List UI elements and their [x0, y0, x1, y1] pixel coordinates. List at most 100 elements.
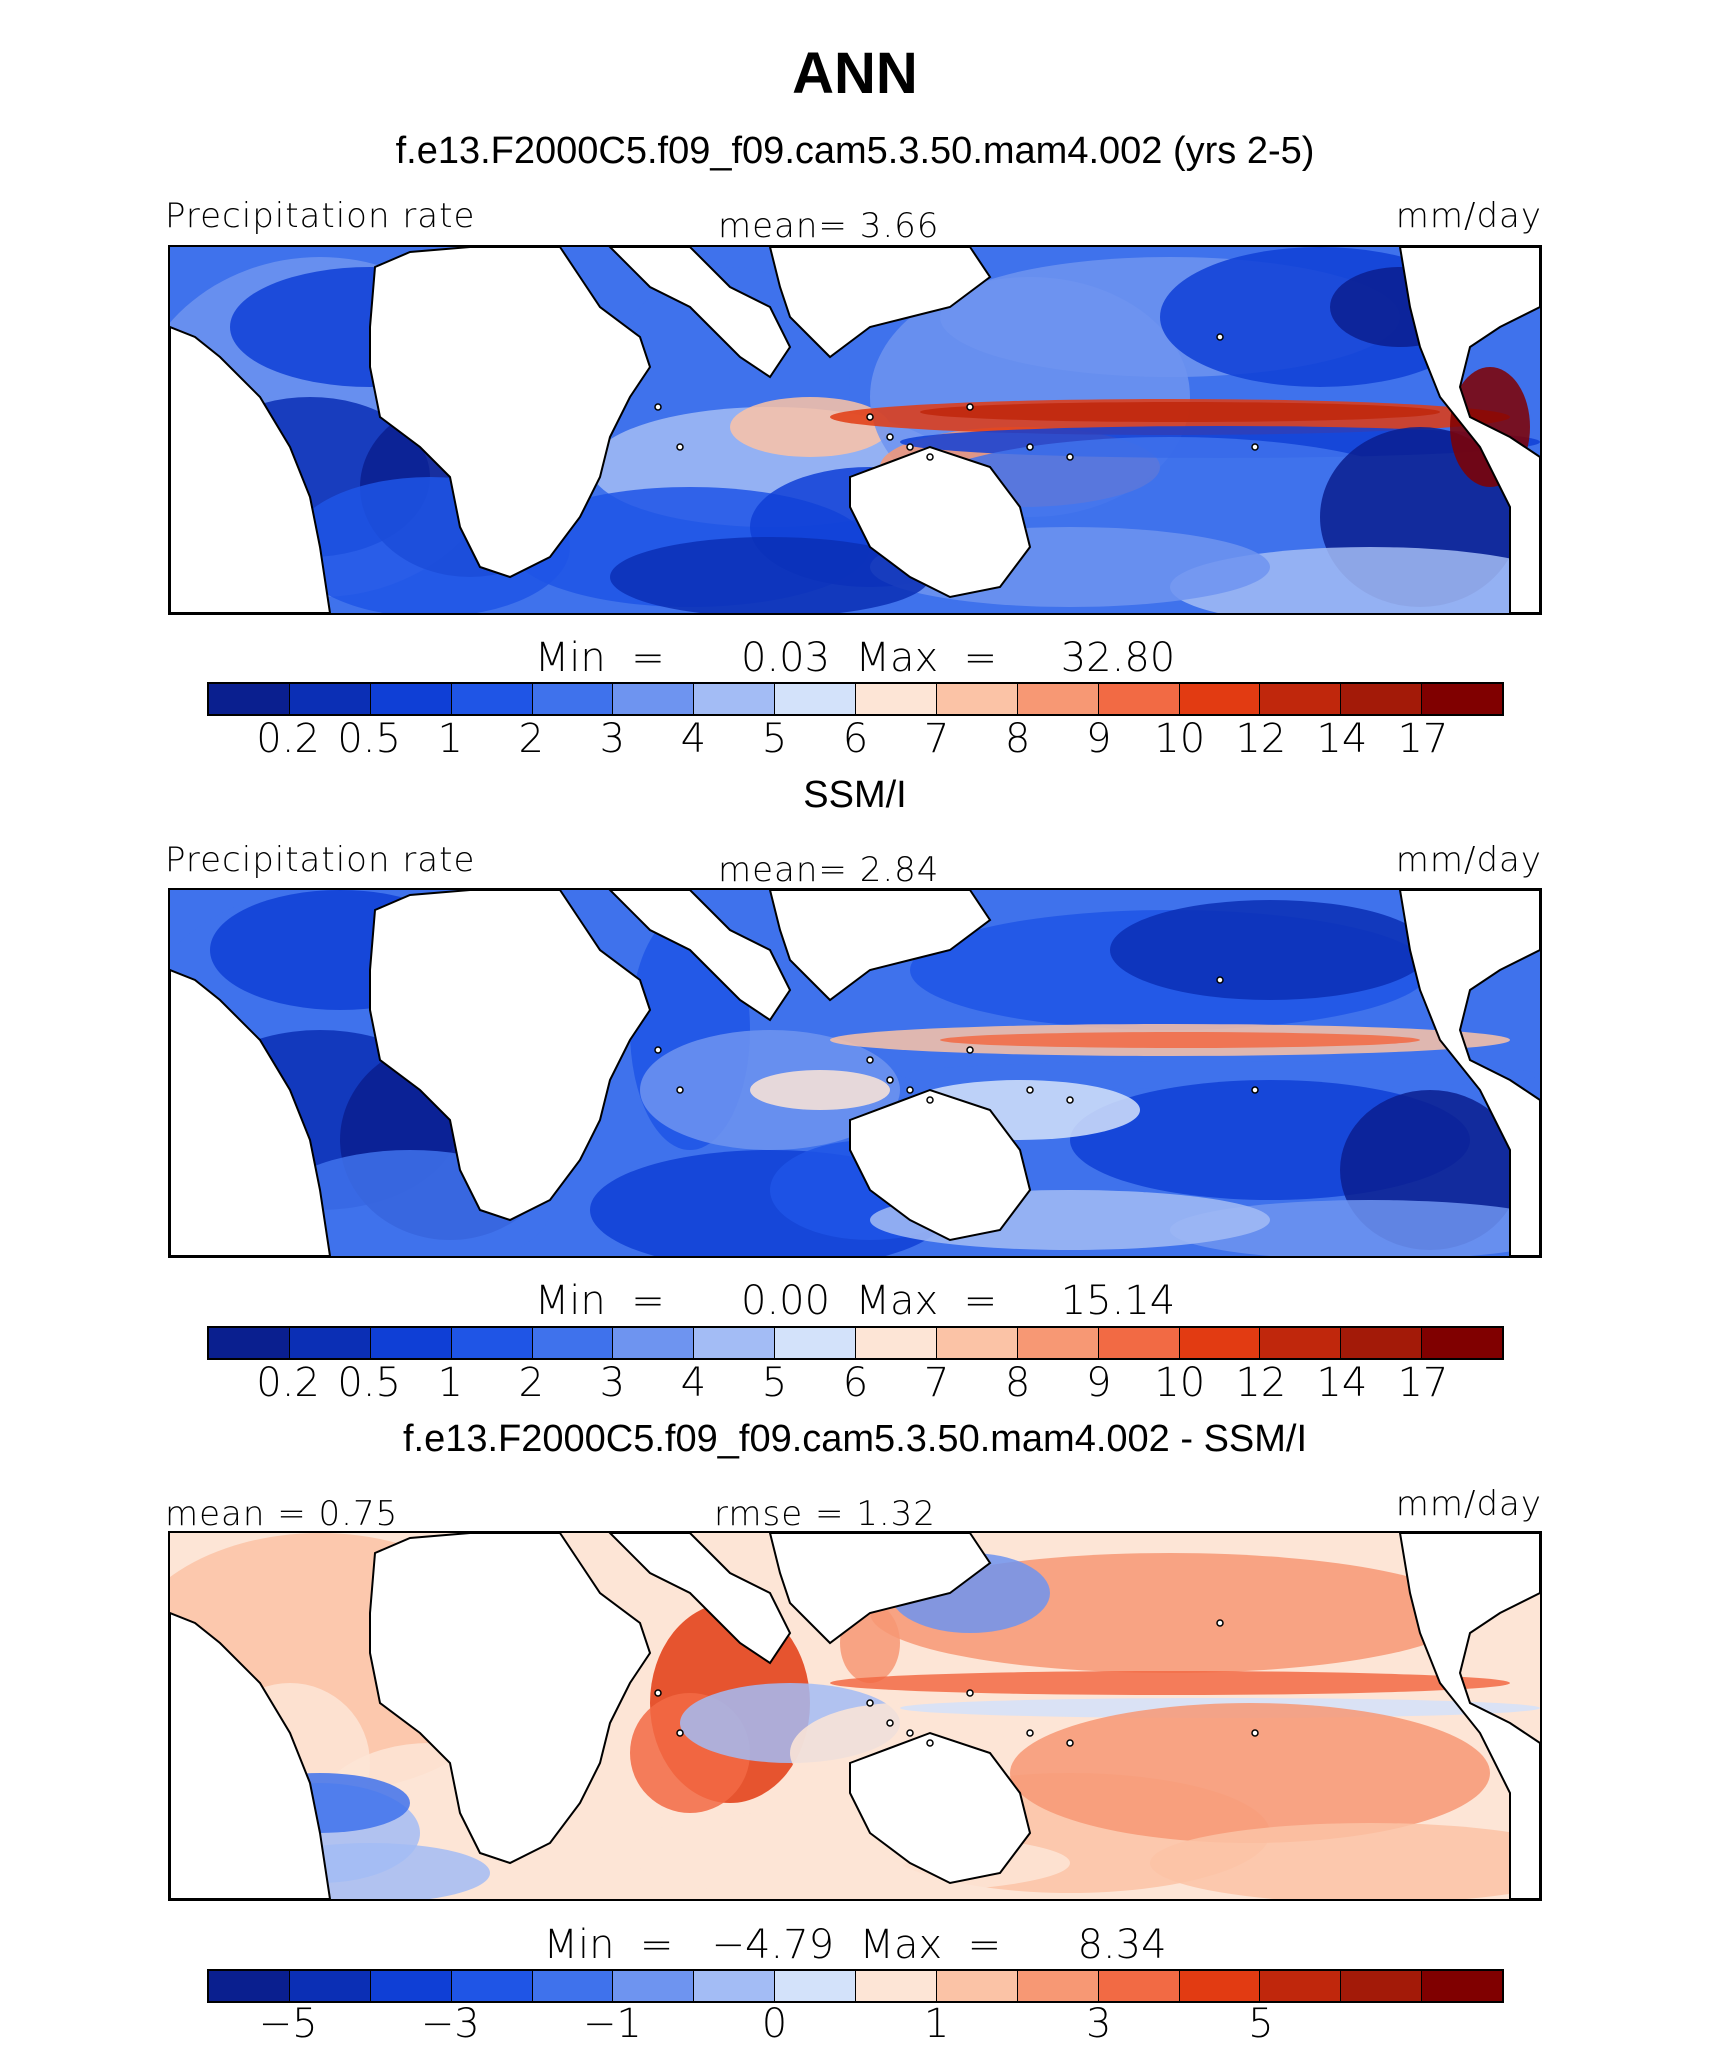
colorbar-swatch	[613, 1971, 695, 2001]
colorbar-swatch	[936, 1328, 1018, 1358]
colorbar-tick-label: 7	[923, 716, 950, 762]
panel-2-min-max: Min = 0.00 Max = 15.14	[534, 1278, 1176, 1324]
island-outline	[654, 403, 662, 411]
precip-region	[1010, 1703, 1490, 1843]
colorbar-tick-label: 8	[1004, 1360, 1031, 1406]
panel-2-mean-label: mean= 2.84	[718, 850, 940, 890]
continent-outline	[369, 247, 652, 579]
colorbar-tick-label: 0	[761, 2001, 788, 2047]
colorbar-swatch	[1179, 1971, 1261, 2001]
island-outline	[906, 443, 914, 451]
panel-2-title: SSM/I	[803, 774, 907, 816]
panel-3-title: f.e13.F2000C5.f09_f09.cam5.3.50.mam4.002…	[402, 1418, 1308, 1460]
colorbar-swatch	[1422, 1971, 1502, 2001]
panel-1-title: f.e13.F2000C5.f09_f09.cam5.3.50.mam4.002…	[395, 130, 1315, 172]
precip-region	[910, 437, 1430, 557]
island-outline	[1026, 443, 1034, 451]
colorbar-swatch	[289, 1328, 371, 1358]
colorbar-swatch	[936, 1971, 1018, 2001]
island-outline	[966, 1046, 974, 1054]
island-outline	[1066, 1096, 1074, 1104]
island-outline	[866, 1056, 874, 1064]
colorbar-tick-label: 1	[437, 716, 463, 762]
continent-outline	[1398, 247, 1540, 613]
colorbar-tick-label: 7	[923, 1360, 950, 1406]
island-outline	[1026, 1729, 1034, 1737]
island-outline	[1251, 1086, 1259, 1094]
colorbar-swatch	[775, 1328, 856, 1358]
colorbar-swatch	[289, 684, 371, 714]
panel-1-min-max: Min = 0.03 Max = 32.80	[534, 635, 1176, 681]
panel-2-colorbar	[207, 1326, 1504, 1360]
panel-1-colorbar-ticks: 0.2 0.5 1 2 3 4 5 6 7 8 9 10 12 14 17	[207, 716, 1504, 766]
colorbar-tick-label: 0.5	[337, 1360, 401, 1406]
colorbar-swatch	[451, 1971, 533, 2001]
colorbar-swatch	[694, 1971, 776, 2001]
colorbar-tick-label: 9	[1085, 1360, 1112, 1406]
colorbar-tick-label: 1	[437, 1360, 463, 1406]
colorbar-swatch	[775, 1971, 856, 2001]
panel-3-rmse-label: rmse = 1.32	[714, 1494, 936, 1534]
island-outline	[1216, 1619, 1224, 1627]
continent-outline	[768, 890, 992, 1002]
continent-outline	[608, 890, 792, 1022]
colorbar-swatch	[451, 684, 533, 714]
colorbar-swatch	[1017, 1328, 1099, 1358]
island-outline	[926, 1096, 934, 1104]
island-outline	[1251, 1729, 1259, 1737]
colorbar-tick-label: −1	[582, 2001, 642, 2047]
colorbar-tick-label: 4	[680, 1360, 707, 1406]
colorbar-swatch	[856, 684, 937, 714]
colorbar-tick-label: 8	[1004, 716, 1031, 762]
colorbar-tick-label: 17	[1397, 1360, 1449, 1406]
colorbar-swatch	[1017, 1971, 1099, 2001]
colorbar-tick-label: 6	[842, 1360, 869, 1406]
colorbar-swatch	[613, 1328, 695, 1358]
panel-2-variable-label: Precipitation rate	[165, 840, 476, 880]
island-outline	[866, 1699, 874, 1707]
colorbar-swatch	[209, 1328, 290, 1358]
colorbar-swatch	[532, 1328, 614, 1358]
precip-region	[730, 397, 890, 457]
colorbar-swatch	[532, 1971, 614, 2001]
colorbar-tick-label: 0.5	[337, 716, 401, 762]
colorbar-swatch	[370, 1328, 452, 1358]
island-outline	[1066, 1739, 1074, 1747]
colorbar-swatch	[694, 684, 776, 714]
colorbar-tick-label: −5	[258, 2001, 318, 2047]
panel-2-map	[168, 888, 1542, 1258]
island-outline	[926, 1739, 934, 1747]
colorbar-swatch	[1422, 1328, 1502, 1358]
colorbar-tick-label: 6	[842, 716, 869, 762]
colorbar-swatch	[451, 1328, 533, 1358]
island-outline	[676, 1086, 684, 1094]
colorbar-swatch	[1098, 1328, 1180, 1358]
colorbar-swatch	[289, 1971, 371, 2001]
colorbar-swatch	[694, 1328, 776, 1358]
colorbar-tick-label: 3	[599, 1360, 626, 1406]
colorbar-swatch	[936, 684, 1018, 714]
continent-outline	[608, 247, 792, 379]
island-outline	[676, 1729, 684, 1737]
continent-outline	[849, 1088, 1032, 1242]
colorbar-swatch	[1260, 1328, 1342, 1358]
precip-region	[630, 1813, 910, 1893]
continent-outline	[170, 325, 332, 613]
precip-region	[920, 402, 1440, 422]
island-outline	[906, 1086, 914, 1094]
continent-outline	[170, 1611, 332, 1899]
precip-region	[610, 537, 930, 613]
colorbar-tick-label: 3	[1085, 2001, 1112, 2047]
island-outline	[654, 1046, 662, 1054]
island-outline	[886, 433, 894, 441]
colorbar-swatch	[1098, 1971, 1180, 2001]
colorbar-swatch	[1422, 684, 1502, 714]
colorbar-tick-label: 0.2	[256, 1360, 320, 1406]
colorbar-swatch	[1341, 1971, 1423, 2001]
continent-outline	[369, 1533, 652, 1865]
colorbar-tick-label: 5	[761, 1360, 788, 1406]
island-outline	[1216, 333, 1224, 341]
panel-3-colorbar	[207, 1969, 1504, 2003]
panel-2-colorbar-ticks: 0.2 0.5 1 2 3 4 5 6 7 8 9 10 12 14 17	[207, 1360, 1504, 1410]
colorbar-swatch	[1341, 1328, 1423, 1358]
